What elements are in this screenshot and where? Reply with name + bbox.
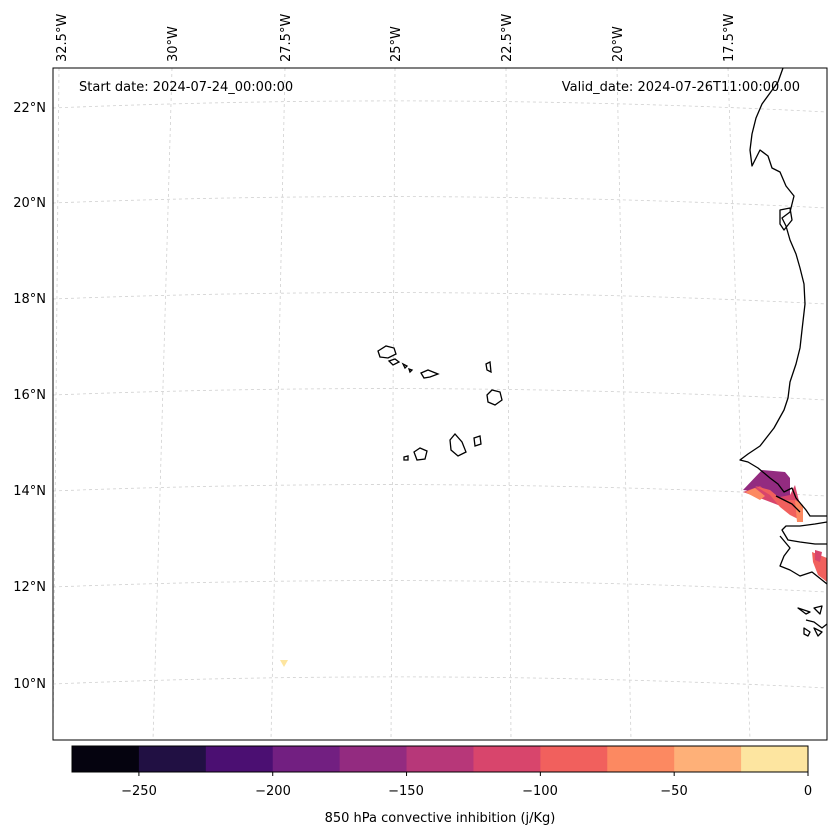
cape-verde-islands (377, 345, 503, 461)
lat-label: 14°N (13, 484, 46, 499)
colorbar (71, 745, 809, 776)
colorbar-segment (473, 746, 541, 772)
colorbar-segment (72, 746, 140, 772)
lat-label: 18°N (13, 292, 46, 307)
colorbar-border (71, 745, 809, 773)
lat-label: 16°N (13, 388, 46, 403)
lon-label: 30°W (166, 26, 181, 62)
map-frame (52, 67, 828, 741)
colorbar-tick-label: −250 (121, 784, 157, 799)
colorbar-tick-label: −150 (388, 784, 424, 799)
colorbar-tick-label: −200 (255, 784, 291, 799)
start-date-label: Start date: 2024-07-24_00:00:00 (79, 80, 293, 95)
colorbar-segment (674, 746, 742, 772)
meridian-gridlines (52, 67, 751, 741)
cin-shading (280, 470, 827, 667)
colorbar-segment (138, 746, 207, 772)
lat-label: 20°N (13, 196, 46, 211)
lat-label: 12°N (13, 580, 46, 595)
lon-label: 27.5°W (279, 14, 294, 62)
lon-label: 25°W (389, 26, 404, 62)
colorbar-segment (339, 746, 408, 772)
lon-label: 32.5°W (55, 14, 70, 62)
colorbar-segment (205, 746, 274, 772)
colorbar-tick-label: −100 (522, 784, 558, 799)
colorbar-segment (406, 746, 474, 772)
lat-label: 10°N (13, 677, 46, 692)
latitude-labels: 22°N 20°N 18°N 16°N 14°N 12°N 10°N (13, 101, 46, 692)
colorbar-segment (272, 746, 341, 772)
lat-label: 22°N (13, 101, 46, 116)
colorbar-ticks: −250 −200 −150 −100 −50 0 (121, 784, 812, 799)
colorbar-segment (540, 746, 608, 772)
lon-label: 22.5°W (500, 14, 515, 62)
colorbar-tick-label: 0 (804, 784, 812, 799)
colorbar-label: 850 hPa convective inhibition (j/Kg) (325, 811, 556, 826)
african-coastline (739, 67, 828, 637)
valid-date-label: Valid_date: 2024-07-26T11:00:00.00 (562, 80, 800, 95)
longitude-labels: 32.5°W 30°W 27.5°W 25°W 22.5°W 20°W 17.5… (55, 14, 737, 62)
lon-label: 17.5°W (722, 14, 737, 62)
lon-label: 20°W (611, 26, 626, 62)
colorbar-segment (607, 746, 675, 772)
colorbar-tick-label: −50 (660, 784, 687, 799)
parallel-gridlines (52, 100, 828, 689)
colorbar-segment (741, 746, 809, 772)
